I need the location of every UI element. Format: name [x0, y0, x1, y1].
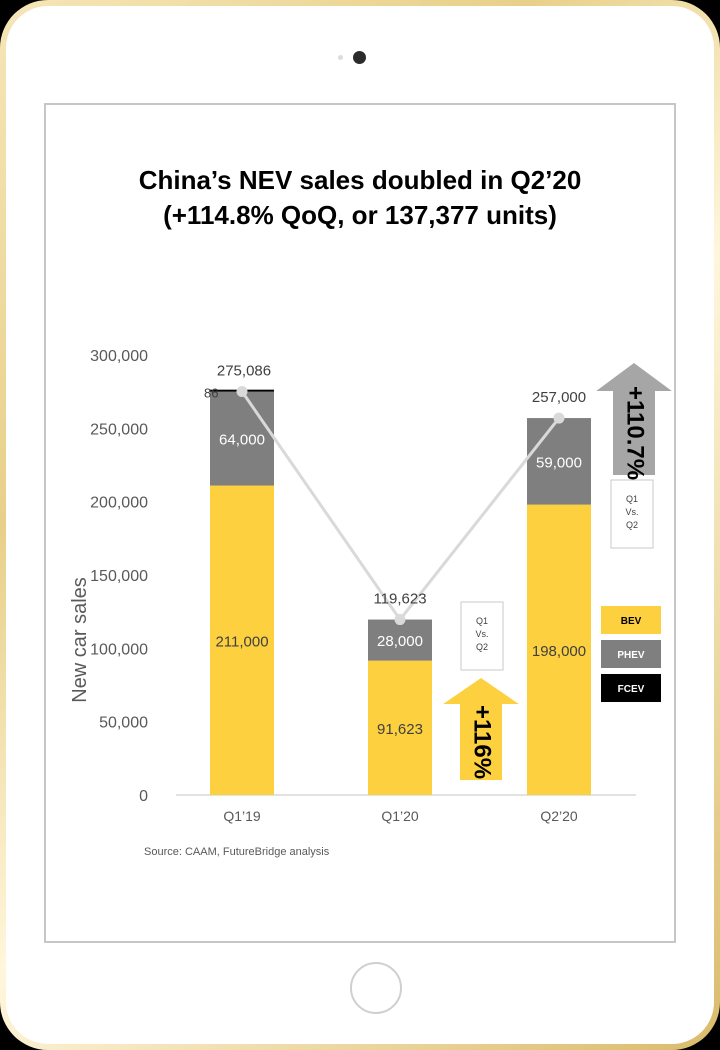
chart-title-line1: China’s NEV sales doubled in Q2’20: [138, 165, 582, 195]
data-label-fcev: 86: [204, 386, 218, 401]
x-tick-label: Q1’19: [223, 808, 261, 824]
bar-bev: [368, 660, 432, 795]
total-label: 257,000: [532, 389, 586, 406]
x-tick-label: Q1’20: [381, 808, 419, 824]
total-point: [553, 412, 565, 424]
legend-swatch-bev: [601, 606, 661, 634]
total-point: [394, 614, 406, 626]
data-label: 59,000: [536, 454, 582, 471]
arrow-up-icon-label: +116%: [469, 705, 496, 779]
y-tick-label: 100,000: [90, 641, 148, 658]
data-label: 211,000: [215, 633, 268, 650]
data-label: 64,000: [219, 432, 265, 449]
note-box: [460, 601, 504, 671]
chart: New car sales 0 50,000 100,000 150,000 200,0…: [69, 348, 672, 858]
data-label: 28,000: [377, 633, 423, 650]
arrow-up-icon: [596, 363, 672, 475]
legend-swatch-fcev: [601, 674, 661, 702]
bar-bev: [527, 504, 591, 795]
y-tick-label: 0: [139, 788, 148, 805]
note-box-text: Vs.: [475, 629, 488, 639]
note-box-text: Vs.: [625, 507, 638, 517]
y-axis-label: New car sales: [69, 577, 91, 703]
chart-title-line2: (+114.8% QoQ, or 137,377 units): [163, 200, 557, 230]
note-box-text: Q2: [476, 642, 488, 652]
arrow-up-icon: [443, 678, 519, 780]
total-point: [236, 386, 248, 398]
note-box-text: Q1: [626, 494, 638, 504]
bar-phev: [210, 391, 274, 486]
legend-label: FCEV: [618, 684, 645, 695]
y-tick-label: 200,000: [90, 495, 148, 512]
bar-phev: [527, 418, 591, 505]
y-tick-label: 50,000: [99, 715, 148, 732]
sensor-icon: [338, 55, 343, 60]
camera-icon: [353, 51, 366, 64]
total-label: 275,086: [217, 363, 271, 380]
y-tick-label: 300,000: [90, 348, 148, 365]
total-label: 119,623: [373, 591, 426, 608]
legend-swatch-phev: [601, 640, 661, 668]
data-label: 198,000: [532, 643, 586, 660]
x-tick-label: Q2’20: [540, 808, 578, 824]
y-tick-label: 150,000: [90, 568, 148, 585]
total-line: [240, 390, 561, 623]
legend-label: BEV: [621, 616, 642, 627]
note-box-text: Q1: [476, 616, 488, 626]
home-button-icon[interactable]: [350, 962, 402, 1014]
note-box-text: Q2: [626, 520, 638, 530]
bar-bev: [210, 485, 274, 795]
source-note: Source: CAAM, FutureBridge analysis: [144, 846, 330, 858]
bar-phev: [368, 619, 432, 661]
legend-label: PHEV: [617, 650, 645, 661]
data-label: 91,623: [377, 721, 423, 738]
screen: China’s NEV sales doubled in Q2’20 (+114…: [44, 103, 676, 943]
y-tick-label: 250,000: [90, 421, 148, 438]
note-box: [610, 479, 654, 549]
arrow-up-icon-label: +110.7%: [622, 386, 649, 480]
